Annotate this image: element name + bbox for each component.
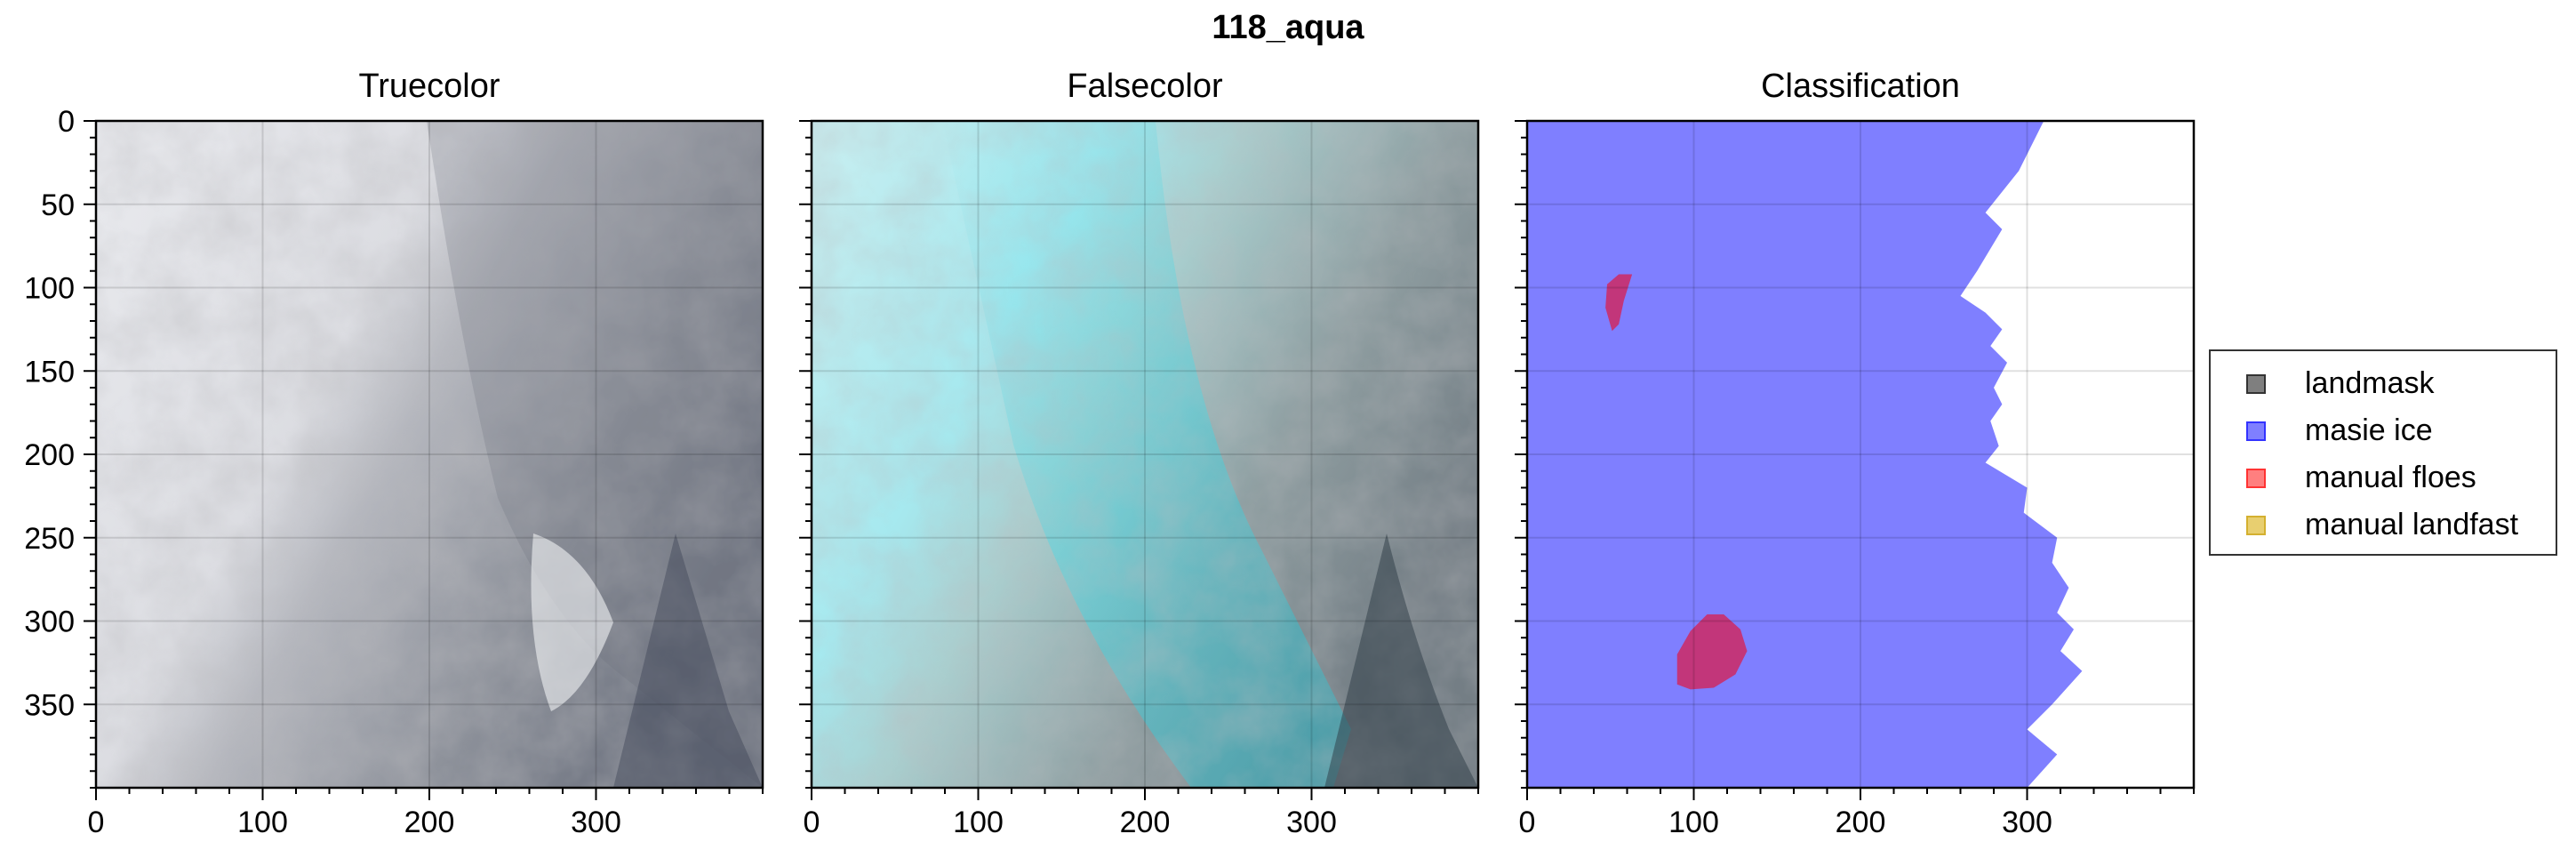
x-tick-label: 300 [571,806,621,839]
legend-swatch-masie-ice [2246,421,2266,441]
x-tick-label: 200 [404,806,455,839]
y-tick-label: 300 [24,605,75,639]
legend-label: landmask [2305,366,2435,401]
y-tick-label: 50 [41,188,75,222]
legend-swatch-manual-floes [2246,469,2266,488]
x-tick-label: 0 [804,806,820,839]
y-tick-label: 350 [24,688,75,722]
x-tick-label: 0 [1519,806,1536,839]
legend-item-manual-floes: manual floes [2211,454,2556,501]
y-tick-label: 150 [24,355,75,389]
x-tick-label: 200 [1836,806,1886,839]
x-tick-label: 300 [2002,806,2052,839]
x-tick-label: 300 [1286,806,1337,839]
y-tick-label: 100 [24,272,75,306]
legend-swatch-landmask [2246,374,2266,394]
legend-item-manual-landfast: manual landfast [2211,501,2556,549]
x-tick-label: 100 [237,806,288,839]
legend: landmask masie ice manual floes manual l… [2209,349,2557,556]
legend-item-masie-ice: masie ice [2211,407,2556,454]
x-tick-label: 200 [1120,806,1171,839]
y-tick-label: 250 [24,522,75,556]
legend-swatch-manual-landfast [2246,516,2266,535]
legend-item-landmask: landmask [2211,360,2556,407]
y-tick-label: 200 [24,438,75,472]
x-tick-label: 100 [953,806,1004,839]
y-tick-label: 0 [58,105,75,139]
legend-label: manual landfast [2305,508,2518,542]
x-tick-label: 100 [1668,806,1719,839]
legend-label: manual floes [2305,461,2476,495]
x-tick-label: 0 [88,806,105,839]
legend-label: masie ice [2305,413,2433,448]
